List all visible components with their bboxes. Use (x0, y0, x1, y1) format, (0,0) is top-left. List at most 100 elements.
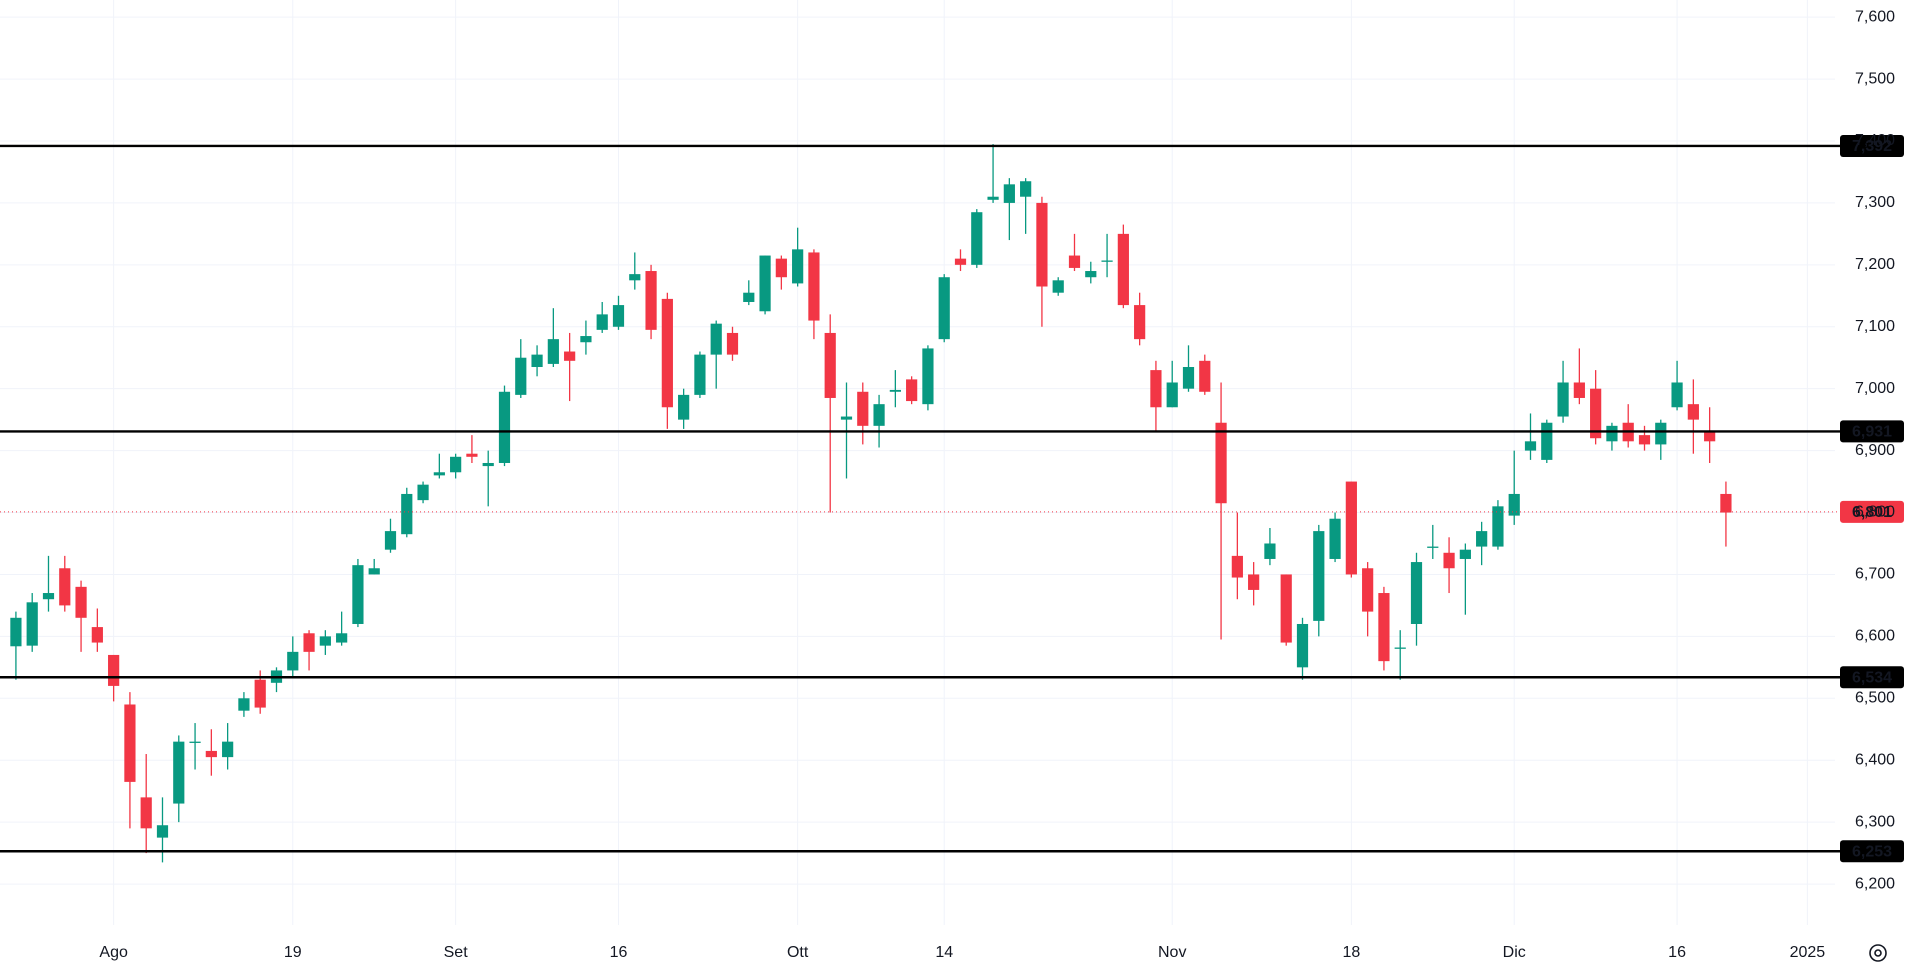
candle-body (547, 339, 559, 364)
candle-body (417, 484, 429, 501)
candle-body (743, 292, 755, 302)
candle-body (1231, 555, 1243, 578)
candle-body (1687, 404, 1699, 420)
candle-body (336, 633, 348, 643)
candle-body (1476, 531, 1488, 547)
x-tick-label: 16 (1668, 944, 1686, 961)
candle-body (596, 314, 608, 330)
candle-body (612, 305, 625, 327)
y-tick-label: 6,900 (1855, 442, 1895, 459)
level-label: 7,392 (1852, 138, 1892, 155)
candle-body (629, 274, 641, 281)
candle-body (1052, 280, 1064, 293)
candle-body (42, 593, 55, 600)
candle-body (384, 531, 397, 550)
candle-body (173, 741, 185, 804)
candle-body (1215, 422, 1227, 504)
y-tick-label: 6,300 (1855, 813, 1895, 830)
candle-body (498, 391, 511, 463)
candle-body (1329, 518, 1341, 559)
candle-body (1524, 441, 1537, 451)
candle-body (580, 336, 592, 343)
candle-body (1313, 531, 1325, 621)
candle-body (564, 351, 576, 361)
candle-body (91, 627, 103, 643)
candle-body (156, 825, 169, 838)
candle-body (1020, 181, 1032, 197)
candle-body (678, 394, 690, 420)
candle-body (1720, 493, 1732, 513)
candle-body (1655, 422, 1667, 445)
candle-body (238, 698, 250, 711)
candle-body (1296, 623, 1309, 668)
candle-body (1606, 425, 1618, 442)
candle-body (1557, 382, 1569, 417)
candle-body (710, 323, 722, 355)
x-tick-label: Ott (787, 944, 809, 961)
axes: 6,200 6,300 6,400 6,500 6,600 6,700 6,800 6,900… (99, 8, 1895, 961)
candle-body (26, 602, 38, 646)
candle-body (906, 379, 918, 402)
candle-body (205, 750, 217, 758)
candle-body (140, 797, 152, 829)
y-tick-label: 6,500 (1855, 690, 1895, 707)
x-tick-label: Ago (99, 944, 128, 961)
candle-body (59, 568, 71, 606)
y-tick-label: 7,000 (1855, 380, 1895, 397)
level-label-box (1840, 666, 1904, 689)
candle-body (1150, 370, 1162, 408)
candle-body (124, 704, 136, 782)
y-tick-label: 6,600 (1855, 628, 1895, 645)
candle-body (645, 271, 657, 330)
x-tick-label: Dic (1503, 944, 1526, 961)
candle-body (10, 617, 22, 647)
x-tick-label: Nov (1158, 944, 1186, 961)
last-price-label: 6,801 (1852, 504, 1892, 521)
candle-body (1134, 305, 1146, 340)
candle-body (287, 651, 299, 671)
candle-body (1459, 549, 1471, 559)
candle-body (450, 456, 462, 473)
last-price-box (1840, 500, 1904, 523)
x-tick-label: 2025 (1790, 944, 1826, 961)
candle-body (824, 332, 836, 398)
y-tick-label: 6,400 (1855, 751, 1895, 768)
level-label-box (1840, 420, 1904, 443)
y-tick-label: 6,200 (1855, 875, 1895, 892)
candle-body (466, 453, 478, 457)
candle-body (482, 462, 494, 467)
candle-body (938, 277, 950, 340)
candle-body (808, 252, 820, 321)
candle-body (1541, 422, 1553, 460)
y-tick-label: 6,800 (1855, 504, 1895, 521)
candle-body (222, 741, 234, 758)
candle-body (1182, 367, 1195, 389)
candle-body (889, 389, 901, 392)
candle-body (873, 404, 885, 426)
candle-body (1443, 552, 1455, 569)
candle-body (1003, 184, 1015, 203)
candle-body (775, 258, 787, 278)
candle-body (1362, 568, 1374, 612)
settings-icon[interactable] (1869, 944, 1887, 962)
candle-body (661, 298, 673, 408)
x-tick-label: 14 (935, 944, 953, 961)
candle-body (971, 212, 983, 265)
candle-body (1345, 481, 1357, 575)
candle-body (108, 654, 120, 686)
candle-body (75, 586, 87, 618)
y-tick-label: 7,200 (1855, 256, 1895, 273)
candle-body (1117, 233, 1129, 306)
x-tick-label: 16 (610, 944, 628, 961)
candle-body (1378, 593, 1390, 662)
candle-body (1280, 574, 1292, 643)
candle-body (759, 255, 771, 312)
candle-body (368, 568, 380, 575)
candle-body (987, 196, 999, 200)
y-tick-label: 7,400 (1855, 132, 1895, 149)
candle-body (1638, 435, 1651, 445)
candle-body (726, 332, 739, 355)
candle-body (1573, 382, 1585, 398)
